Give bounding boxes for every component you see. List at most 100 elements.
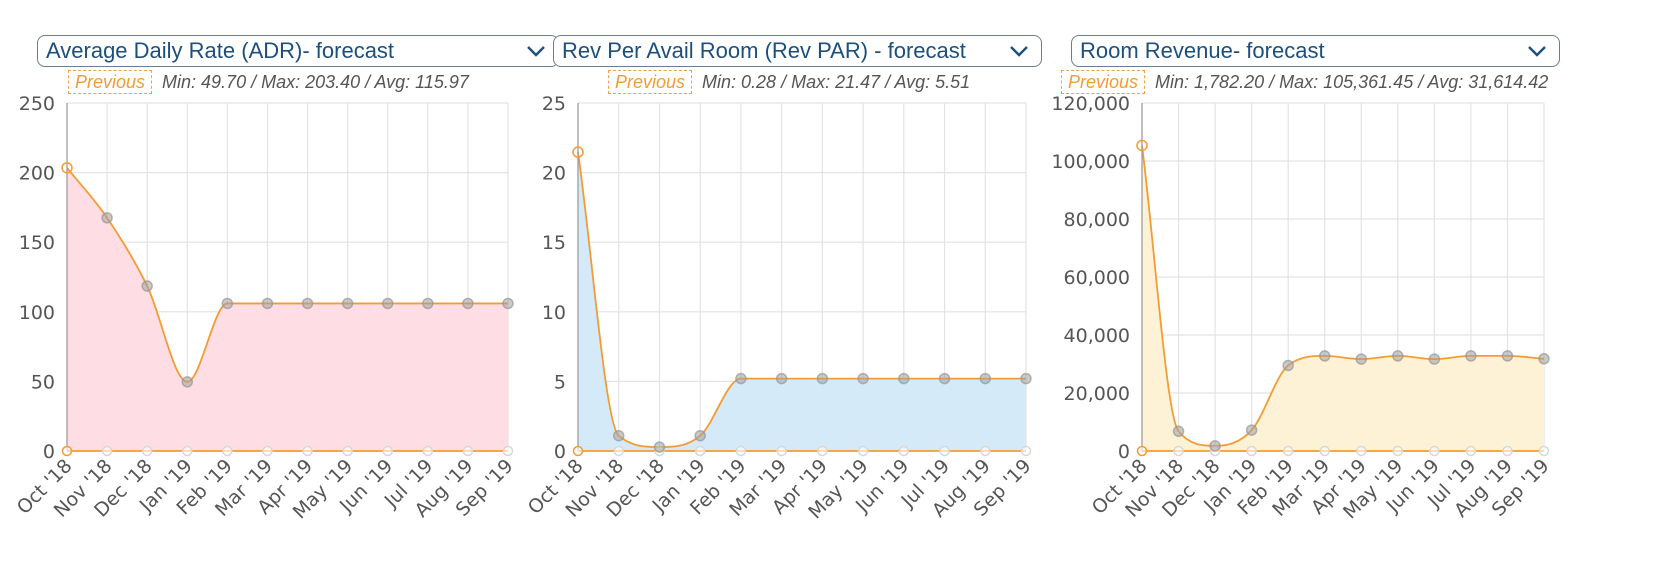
adr-previous-point[interactable] [502,445,514,457]
chevron-down-icon [1010,46,1028,57]
room-revenue-metric-dropdown[interactable]: Room Revenue- forecast [1071,35,1560,67]
room-revenue-ytick-label: 20,000 [1064,383,1130,405]
adr-previous-point[interactable] [182,445,193,457]
revpar-previous-point[interactable] [572,445,584,457]
revpar-previous-point[interactable] [613,445,624,457]
room-revenue-previous-point[interactable] [1246,445,1257,457]
room-revenue-data-point[interactable] [1392,350,1404,362]
adr-data-point[interactable] [141,280,153,292]
adr-ytick-label: 250 [19,93,55,115]
revpar-data-point[interactable] [816,372,829,385]
revpar-previous-point[interactable] [776,445,787,457]
adr-data-point[interactable] [341,297,354,310]
revpar-data-point[interactable] [775,372,788,385]
revpar-data-point[interactable] [938,372,951,385]
revpar-previous-point[interactable] [694,445,706,457]
revpar-data-point[interactable] [572,146,584,158]
adr-data-point[interactable] [221,297,234,310]
room-revenue-data-point[interactable] [1318,350,1331,362]
revpar-previous-point[interactable] [898,445,910,457]
room-revenue-dropdown-label: Room Revenue- forecast [1080,38,1325,63]
adr-data-point[interactable] [101,212,113,224]
adr-data-point[interactable] [61,162,73,174]
adr-data-point[interactable] [261,297,274,310]
revpar-stats-text: Min: 0.28 / Max: 21.47 / Avg: 5.51 [702,71,971,92]
room-revenue-data-point[interactable] [1465,350,1477,362]
adr-previous-point[interactable] [141,445,153,457]
adr-data-point[interactable] [181,376,194,388]
adr-data-point[interactable] [502,297,514,310]
adr-previous-toggle[interactable]: Previous [68,70,153,94]
room-revenue-previous-point[interactable] [1502,445,1513,457]
room-revenue-previous-point[interactable] [1282,445,1294,457]
revpar-data-point[interactable] [653,441,666,453]
room-revenue-data-point[interactable] [1245,424,1258,436]
room-revenue-data-point[interactable] [1428,353,1441,365]
adr-previous-point[interactable] [342,445,353,457]
adr-ytick-label: 150 [19,232,55,254]
revpar-previous-point[interactable] [1020,445,1032,457]
room-revenue-previous-point[interactable] [1173,445,1184,457]
room-revenue-ytick-label: 80,000 [1064,209,1130,231]
revpar-previous-point[interactable] [939,445,950,457]
revpar-data-point[interactable] [979,372,992,385]
revpar-data-point[interactable] [1020,372,1032,385]
revpar-dropdown-label: Rev Per Avail Room (Rev PAR) - forecast [562,38,966,63]
revpar-previous-point[interactable] [735,445,747,457]
room-revenue-previous-point[interactable] [1392,445,1404,457]
adr-previous-point[interactable] [422,445,434,457]
room-revenue-data-point[interactable] [1538,353,1550,365]
revpar-ytick-label: 0 [554,441,566,463]
chevron-down-icon [1528,46,1546,57]
room-revenue-previous-point[interactable] [1356,445,1367,457]
adr-previous-point[interactable] [101,445,113,457]
adr-previous-point[interactable] [262,445,273,457]
room-revenue-data-point[interactable] [1282,359,1294,372]
revpar-chart-panel: Rev Per Avail Room (Rev PAR) - forecast … [524,0,1113,583]
room-revenue-previous-point[interactable] [1429,445,1440,457]
adr-data-point[interactable] [381,297,394,310]
revpar-previous-point[interactable] [857,445,869,457]
revpar-data-point[interactable] [694,429,706,442]
adr-previous-point[interactable] [222,445,233,457]
adr-stats-row: Previous Min: 49.70 / Max: 203.40 / Avg: … [68,70,469,96]
room-revenue-previous-point[interactable] [1465,445,1477,457]
room-revenue-previous-toggle[interactable]: Previous [1061,70,1146,94]
revpar-previous-point[interactable] [817,445,828,457]
adr-data-point[interactable] [301,297,314,310]
room-revenue-previous-point[interactable] [1136,445,1148,457]
adr-data-point[interactable] [422,297,434,310]
room-revenue-ytick-label: 120,000 [1051,93,1130,115]
room-revenue-stats-text: Min: 1,782.20 / Max: 105,361.45 / Avg: 3… [1155,71,1549,92]
adr-previous-point[interactable] [382,445,393,457]
revpar-data-point[interactable] [898,372,910,385]
room-revenue-data-point[interactable] [1172,425,1185,438]
room-revenue-ytick-label: 100,000 [1051,151,1130,173]
adr-previous-point[interactable] [462,445,474,457]
revpar-data-point[interactable] [612,429,625,442]
adr-area-fill [67,167,508,452]
revpar-ytick-label: 25 [542,93,566,115]
revpar-metric-dropdown[interactable]: Rev Per Avail Room (Rev PAR) - forecast [553,35,1042,67]
room-revenue-data-point[interactable] [1355,353,1368,365]
revpar-previous-point[interactable] [980,445,991,457]
room-revenue-previous-point[interactable] [1319,445,1330,457]
adr-ytick-label: 200 [19,163,55,185]
revpar-previous-toggle[interactable]: Previous [608,70,693,94]
adr-chart-panel: Average Daily Rate (ADR)- forecast Previ… [13,0,597,583]
adr-previous-point[interactable] [61,445,73,457]
revpar-data-point[interactable] [857,372,869,385]
room-revenue-data-point[interactable] [1209,440,1221,452]
room-revenue-ytick-label: 40,000 [1064,325,1130,347]
room-revenue-chart-panel: Room Revenue- forecast Previous Min: 1,78… [1051,0,1671,583]
room-revenue-data-point[interactable] [1136,139,1148,152]
adr-ytick-label: 100 [19,302,55,324]
room-revenue-previous-point[interactable] [1538,445,1550,457]
adr-metric-dropdown[interactable]: Average Daily Rate (ADR)- forecast [37,35,559,67]
adr-data-point[interactable] [462,297,474,310]
adr-previous-point[interactable] [302,445,313,457]
room-revenue-data-point[interactable] [1501,350,1514,362]
adr-ytick-label: 0 [43,441,55,463]
revpar-data-point[interactable] [735,372,747,385]
